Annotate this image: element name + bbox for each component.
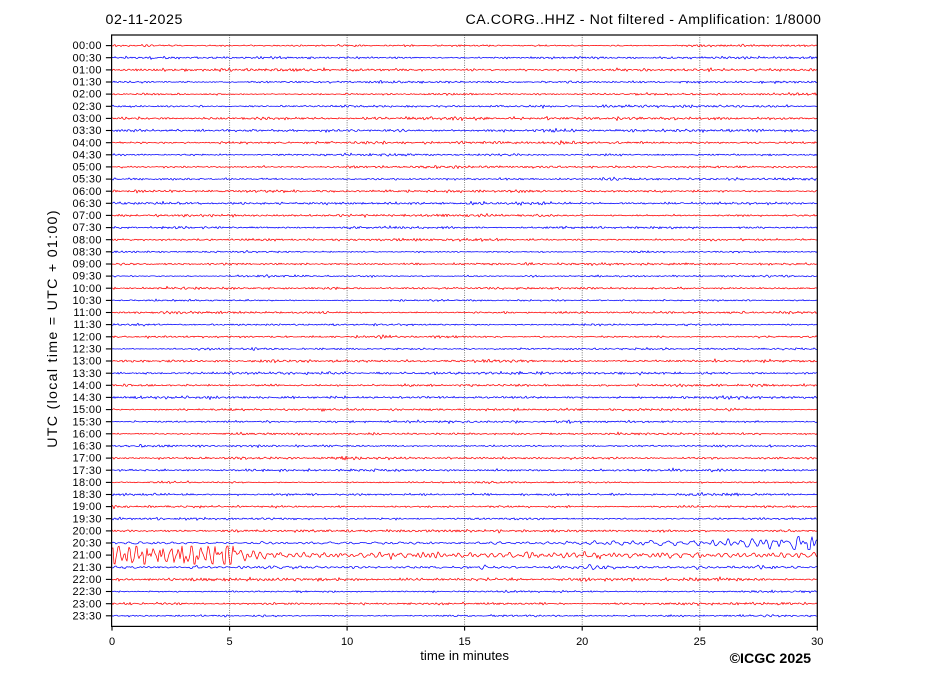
- svg-text:00:30: 00:30: [73, 52, 102, 64]
- svg-text:10: 10: [341, 636, 353, 648]
- svg-text:20: 20: [576, 636, 588, 648]
- svg-text:06:00: 06:00: [73, 186, 102, 198]
- svg-text:20:00: 20:00: [73, 526, 102, 538]
- svg-text:UTC (local time = UTC + 01:00): UTC (local time = UTC + 01:00): [45, 209, 61, 447]
- svg-text:25: 25: [694, 636, 706, 648]
- svg-text:05:00: 05:00: [73, 162, 102, 174]
- svg-text:21:00: 21:00: [73, 550, 102, 562]
- svg-text:02:30: 02:30: [73, 101, 102, 113]
- svg-text:08:00: 08:00: [73, 234, 102, 246]
- svg-text:17:30: 17:30: [73, 465, 102, 477]
- svg-text:0: 0: [109, 636, 115, 648]
- svg-text:06:30: 06:30: [73, 198, 102, 210]
- svg-text:02-11-2025: 02-11-2025: [106, 12, 184, 28]
- svg-text:23:00: 23:00: [73, 598, 102, 610]
- svg-text:time in minutes: time in minutes: [420, 648, 509, 663]
- svg-text:11:00: 11:00: [73, 307, 101, 319]
- svg-text:07:00: 07:00: [73, 210, 102, 222]
- svg-text:09:00: 09:00: [73, 259, 102, 271]
- svg-text:22:00: 22:00: [73, 574, 102, 586]
- svg-text:02:00: 02:00: [73, 89, 102, 101]
- svg-text:00:00: 00:00: [73, 40, 102, 52]
- svg-text:04:30: 04:30: [73, 149, 102, 161]
- svg-text:10:00: 10:00: [73, 283, 102, 295]
- svg-text:5: 5: [227, 636, 233, 648]
- svg-text:22:30: 22:30: [73, 586, 102, 598]
- svg-text:09:30: 09:30: [73, 271, 102, 283]
- svg-text:16:30: 16:30: [73, 441, 102, 453]
- svg-text:07:30: 07:30: [73, 222, 102, 234]
- svg-text:04:00: 04:00: [73, 137, 102, 149]
- svg-text:21:30: 21:30: [73, 562, 102, 574]
- svg-text:17:00: 17:00: [73, 453, 102, 465]
- svg-text:12:30: 12:30: [73, 344, 102, 356]
- svg-text:23:30: 23:30: [73, 610, 102, 622]
- svg-text:18:00: 18:00: [73, 477, 102, 489]
- svg-text:13:30: 13:30: [73, 368, 102, 380]
- svg-text:13:00: 13:00: [73, 356, 102, 368]
- svg-text:20:30: 20:30: [73, 538, 102, 550]
- svg-text:18:30: 18:30: [73, 489, 102, 501]
- svg-text:11:30: 11:30: [73, 319, 101, 331]
- svg-text:14:30: 14:30: [73, 392, 102, 404]
- svg-text:19:00: 19:00: [73, 501, 102, 513]
- svg-text:05:30: 05:30: [73, 174, 102, 186]
- svg-text:15:00: 15:00: [73, 404, 102, 416]
- svg-text:08:30: 08:30: [73, 246, 102, 258]
- svg-text:01:30: 01:30: [73, 77, 102, 89]
- svg-text:19:30: 19:30: [73, 513, 102, 525]
- svg-text:10:30: 10:30: [73, 295, 102, 307]
- svg-text:14:00: 14:00: [73, 380, 102, 392]
- svg-text:15: 15: [458, 636, 470, 648]
- svg-text:03:30: 03:30: [73, 125, 102, 137]
- svg-text:03:00: 03:00: [73, 113, 102, 125]
- svg-text:16:00: 16:00: [73, 428, 102, 440]
- svg-text:30: 30: [811, 636, 823, 648]
- svg-text:15:30: 15:30: [73, 416, 102, 428]
- svg-text:CA.CORG..HHZ - Not filtered -: CA.CORG..HHZ - Not filtered - Amplificat…: [465, 12, 821, 28]
- svg-text:12:00: 12:00: [73, 331, 102, 343]
- svg-text:01:00: 01:00: [73, 65, 102, 77]
- svg-text:©ICGC 2025: ©ICGC 2025: [730, 651, 812, 667]
